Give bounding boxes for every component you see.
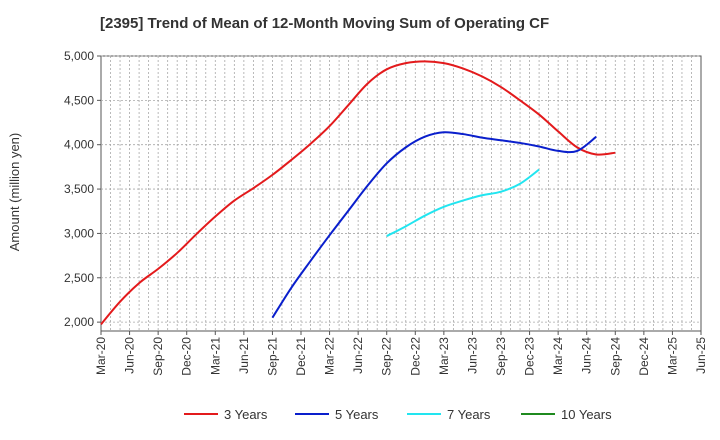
x-tick-label: Jun-22 [351,337,365,374]
y-axis: 2,000 2,500 3,000 3,500 4,000 4,500 5,000 [64,49,101,329]
x-tick-label: Dec-21 [294,337,308,376]
x-tick-label: Jun-21 [237,337,251,374]
series-lines [100,60,616,325]
legend-label-7-years: 7 Years [447,407,491,422]
legend-label-5-years: 5 Years [335,407,379,422]
x-tick-label: Jun-25 [694,337,708,374]
x-tick-label: Mar-21 [208,337,222,375]
x-tick-label: Dec-22 [408,337,422,376]
x-tick-label: Sep-22 [380,337,394,376]
y-tick-label: 4,000 [64,138,94,152]
chart-title: [2395] Trend of Mean of 12-Month Moving … [100,15,549,32]
plot-area [100,55,702,332]
legend-label-3-years: 3 Years [224,407,268,422]
x-tick-label: Jun-24 [580,337,594,374]
x-tick-label: Dec-23 [523,337,537,376]
y-tick-label: 5,000 [64,49,94,63]
plot-frame [100,55,702,332]
y-tick-label: 4,500 [64,93,94,107]
x-axis: Mar-20 Jun-20 Sep-20 Dec-20 Mar-21 Jun-21 Sep-… [94,331,708,376]
series-line-7-years [386,168,540,237]
x-tick-label: Mar-23 [437,337,451,375]
y-tick-label: 3,500 [64,182,94,196]
x-tick-label: Mar-24 [551,337,565,375]
x-tick-label: Sep-23 [494,337,508,376]
x-tick-label: Jun-23 [465,337,479,374]
x-tick-label: Sep-24 [608,337,622,376]
x-tick-label: Sep-20 [151,337,165,376]
legend-label-10-years: 10 Years [561,407,612,422]
x-tick-label: Jun-20 [123,337,137,374]
y-tick-label: 2,500 [64,271,94,285]
y-tick-label: 2,000 [64,315,94,329]
y-axis-label: Amount (million yen) [7,133,22,252]
x-tick-label: Dec-20 [180,337,194,376]
series-line-3-years [100,60,616,325]
legend: 3 Years 5 Years 7 Years 10 Years [184,407,612,422]
y-tick-label: 3,000 [64,226,94,240]
x-tick-label: Mar-25 [665,337,679,375]
grid-lines [101,55,701,331]
x-tick-label: Mar-22 [323,337,337,375]
series-line-5-years [271,131,597,319]
x-tick-label: Sep-21 [265,337,279,376]
x-tick-label: Mar-20 [94,337,108,375]
x-tick-label: Dec-24 [637,337,651,376]
